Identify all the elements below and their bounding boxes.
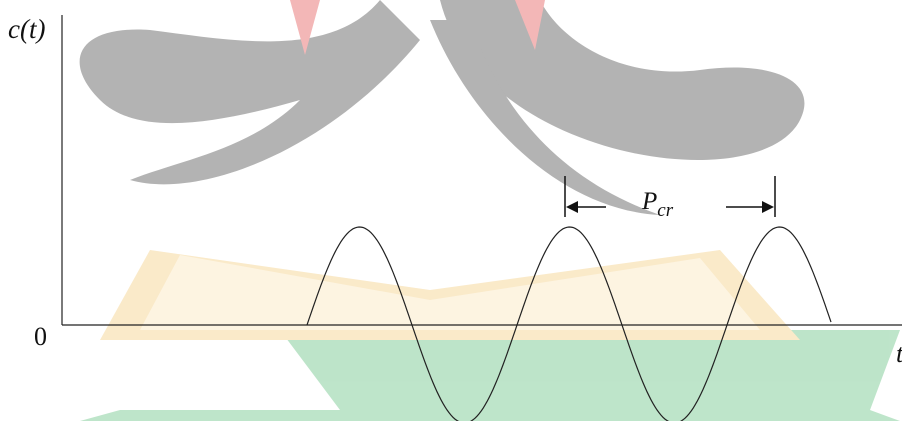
x-axis-label: t [896,339,902,368]
diagram: c(t) 0 t Pcr [0,0,902,421]
watermark-green [80,330,900,421]
period-symbol: P [641,188,657,215]
origin-label: 0 [34,322,47,351]
arrowhead-right [762,201,774,213]
period-subscript: cr [657,200,673,221]
arrowhead-left [566,201,578,213]
watermark-left [80,0,420,184]
period-label: Pcr [641,188,674,221]
y-axis-label: c(t) [8,14,45,44]
watermark [80,0,900,421]
